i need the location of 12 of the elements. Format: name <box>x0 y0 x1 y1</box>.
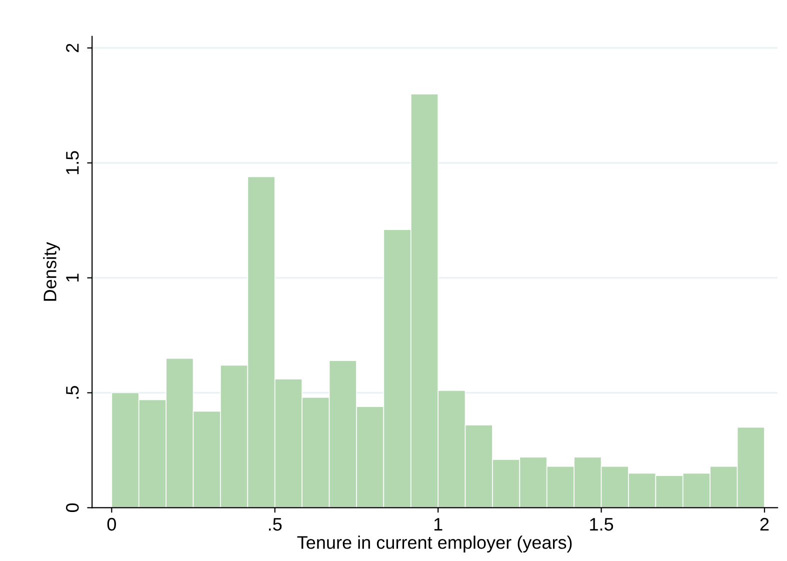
y-tick-label: .5 <box>66 386 79 399</box>
x-tick-label: 2 <box>760 518 769 531</box>
y-tick-label: 1 <box>66 274 79 282</box>
x-tick-label: .5 <box>268 518 282 531</box>
x-axis-title: Tenure in current employer (years) <box>297 536 572 552</box>
y-tick-label: 0 <box>66 503 79 512</box>
x-tick-label: 1 <box>434 518 442 531</box>
y-tick-label: 1.5 <box>66 151 79 174</box>
x-tick-label: 0 <box>107 518 116 531</box>
x-tick-label: 1.5 <box>590 518 614 531</box>
y-tick-label: 2 <box>66 44 79 52</box>
y-axis-title: Density <box>43 242 60 301</box>
